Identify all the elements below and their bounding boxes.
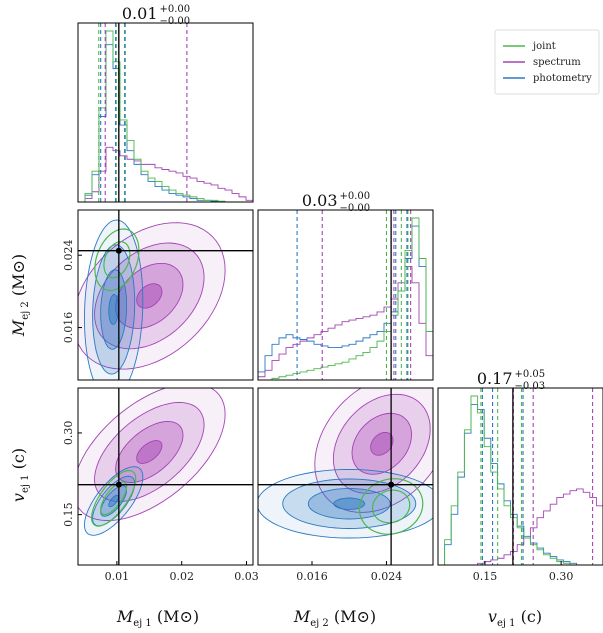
x-axis-label-0: Mej 1 (M⊙) [116, 607, 199, 629]
hist-step-spectrum [78, 146, 253, 202]
hist-step-joint [258, 217, 433, 380]
contour-joint-level-1 [90, 469, 137, 527]
panel-title-minus-2: −0.03 [515, 381, 546, 392]
contour-spectrum-level-3 [370, 431, 394, 456]
panel-frame [257, 209, 434, 381]
y-tick-label-1-0: 0.016 [62, 312, 75, 344]
panel-2d-p2_vs_p0 [77, 387, 254, 566]
contour-spectrum-level-0 [78, 222, 226, 370]
x-tick-label-1-0: 0.016 [296, 570, 328, 583]
x-tick-label-2-1: 0.30 [549, 570, 574, 583]
truth-point [388, 481, 395, 488]
panel-frame [77, 209, 254, 381]
contour-spectrum-level-2 [115, 262, 184, 329]
panel-title-2: 0.17 [477, 369, 513, 388]
y-axis-label-2: vej 1 (c) [9, 448, 31, 502]
legend-label-photometry: photometry [533, 73, 592, 84]
contour-spectrum-level-1 [94, 242, 205, 350]
panel-frame [77, 22, 254, 203]
legend-label-spectrum: spectrum [533, 57, 581, 68]
contour-spectrum-level-1 [94, 401, 205, 503]
hist-step-photometry [438, 404, 603, 565]
panel-hist-1: 0.03 +0.00−0.00 [257, 191, 434, 381]
panel-title-0: 0.01 [122, 4, 158, 23]
contour-photometry-level-0 [84, 219, 144, 380]
x-axis-label-2: vej 1 (c) [488, 607, 542, 629]
contour-spectrum-level-2 [115, 421, 184, 483]
contour-photometry-level-3 [333, 497, 366, 510]
x-tick-label-1-1: 0.024 [371, 570, 403, 583]
hist-step-joint [438, 395, 603, 565]
panel-2d-p1_vs_p0 [77, 209, 254, 381]
panel-frame [257, 387, 434, 566]
panel-hist-2: 0.17 +0.05−0.03 [437, 369, 603, 566]
hist-step-photometry [78, 44, 253, 202]
panel-frame [437, 387, 603, 566]
contour-joint-level-0 [103, 240, 131, 279]
y-tick-label-2-1: 0.30 [62, 421, 75, 446]
contour-joint-level-0 [371, 489, 411, 524]
legend: joint spectrum photometry [494, 29, 600, 95]
y-tick-label-1-1: 0.024 [62, 239, 75, 271]
contour-spectrum-level-1 [332, 393, 431, 494]
x-tick-label-0-2: 0.03 [234, 570, 259, 583]
contour-spectrum-level-0 [314, 388, 433, 513]
panel-title-minus-0: −0.00 [160, 16, 191, 27]
contour-spectrum-level-0 [78, 388, 226, 522]
contour-photometry-level-2 [307, 488, 391, 520]
contour-photometry-level-0 [84, 466, 144, 536]
panel-title-minus-1: −0.00 [340, 203, 371, 214]
panel-title-1: 0.03 [302, 191, 338, 210]
x-tick-label-2-0: 0.15 [473, 570, 498, 583]
panel-title-plus-0: +0.00 [160, 4, 191, 15]
panel-hist-0: 0.01 +0.00−0.00 [77, 4, 254, 203]
panel-frame [77, 387, 254, 566]
hist-step-joint [78, 30, 253, 202]
truth-point [115, 247, 122, 254]
contour-joint-level-1 [94, 228, 140, 292]
x-axis-label-1: Mej 2 (M⊙) [293, 607, 376, 629]
contour-photometry-level-1 [92, 475, 136, 527]
contour-photometry-level-1 [282, 478, 417, 529]
contour-photometry-level-0 [258, 468, 433, 539]
contour-joint-level-1 [358, 478, 424, 535]
panel-title-plus-1: +0.00 [340, 191, 371, 202]
panel-2d-p2_vs_p1 [257, 387, 434, 566]
hist-step-spectrum [438, 488, 603, 565]
contour-spectrum-level-2 [351, 412, 413, 475]
legend-label-joint: joint [532, 41, 556, 52]
x-tick-label-0-1: 0.02 [169, 570, 194, 583]
contour-photometry-level-3 [108, 294, 119, 325]
x-tick-label-0-0: 0.01 [105, 570, 130, 583]
contour-photometry-level-3 [108, 494, 119, 508]
contour-spectrum-level-3 [136, 440, 163, 464]
y-tick-label-2-0: 0.15 [62, 502, 75, 527]
y-axis-label-1: Mej 2 (M⊙) [9, 254, 31, 337]
panel-title-plus-2: +0.05 [515, 369, 546, 380]
truth-point [115, 481, 122, 488]
